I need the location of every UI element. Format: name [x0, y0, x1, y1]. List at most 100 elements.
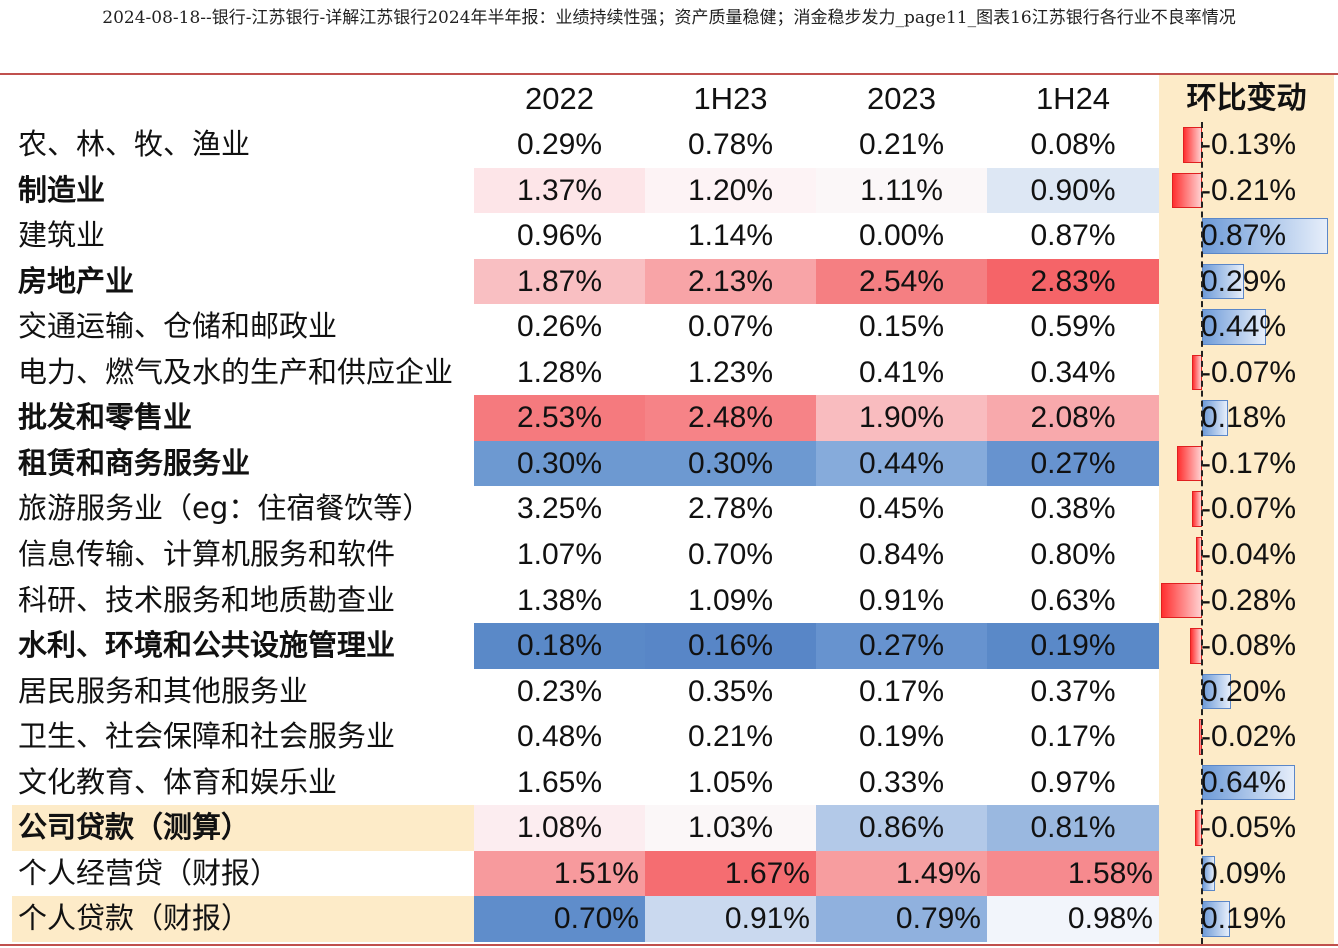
change-value: -0.08% [1201, 629, 1297, 663]
header-1h24: 1H24 [1035, 81, 1111, 116]
npl-value-1h24: 0.19% [987, 623, 1159, 669]
row-label: 个人经营贷（财报） [18, 855, 280, 890]
npl-value-2022: 2.53% [474, 395, 645, 441]
row-highlight [12, 896, 474, 942]
npl-value-2022: 0.23% [516, 674, 603, 708]
row-label: 批发和零售业 [18, 400, 193, 435]
change-bar [1183, 127, 1202, 163]
change-value: 0.64% [1201, 765, 1287, 799]
npl-value-2022: 1.28% [516, 355, 603, 389]
npl-value-1h24: 0.81% [987, 805, 1159, 851]
change-value: -0.13% [1201, 128, 1297, 161]
row-label: 制造业 [18, 172, 106, 207]
npl-value-1h23: 1.23% [687, 355, 774, 389]
row-label: 水利、环境和公共设施管理业 [18, 628, 396, 663]
npl-value-2022: 0.26% [516, 310, 603, 344]
row-label: 交通运输、仓储和邮政业 [18, 309, 338, 344]
npl-value-2023: 1.11% [816, 167, 987, 214]
npl-value-1h24: 0.27% [987, 440, 1159, 487]
npl-value-2022: 1.65% [516, 765, 603, 799]
change-value: -0.17% [1201, 446, 1297, 480]
npl-value-2022: 1.51% [474, 850, 645, 897]
npl-value-2022: 0.29% [516, 128, 603, 161]
npl-value-2023: 0.41% [858, 355, 945, 389]
npl-value-1h24: 0.17% [1030, 720, 1116, 754]
change-value: 0.87% [1201, 219, 1287, 253]
npl-value-2023: 0.33% [858, 765, 945, 799]
header-1h23: 1H23 [693, 81, 768, 116]
change-value: -0.02% [1201, 720, 1297, 754]
npl-value-2023: 1.49% [816, 850, 987, 897]
row-label: 科研、技术服务和地质勘查业 [18, 582, 396, 617]
npl-value-2023: 0.15% [858, 310, 945, 344]
change-value: -0.04% [1201, 537, 1297, 571]
npl-value-1h23: 0.35% [687, 674, 774, 708]
change-bar [1177, 445, 1202, 482]
npl-value-2023: 0.86% [816, 805, 987, 851]
npl-value-2022: 1.07% [516, 537, 603, 571]
npl-value-1h24: 1.58% [987, 850, 1159, 897]
change-bar [1202, 400, 1229, 436]
change-value: 0.09% [1201, 856, 1287, 890]
row-label: 公司贷款（测算） [18, 810, 251, 845]
npl-value-2022: 0.18% [474, 623, 645, 669]
npl-value-2023: 0.27% [816, 623, 987, 669]
header-change: 环比变动 [1186, 81, 1307, 116]
change-bar [1202, 218, 1329, 254]
npl-value-1h24: 0.98% [987, 896, 1159, 942]
row-highlight [12, 805, 474, 851]
change-zero-axis [1201, 122, 1203, 944]
npl-value-1h24: 0.37% [1030, 674, 1116, 708]
npl-value-1h23: 1.20% [645, 167, 816, 214]
change-value: -0.21% [1201, 173, 1297, 207]
header-2023: 2023 [867, 81, 936, 116]
npl-value-1h24: 0.08% [1030, 128, 1116, 161]
npl-value-2023: 0.84% [858, 537, 945, 571]
change-bar [1202, 673, 1231, 710]
npl-value-1h24: 0.63% [1030, 583, 1116, 617]
npl-value-2023: 0.79% [816, 896, 987, 942]
npl-value-1h23: 2.48% [645, 395, 816, 441]
change-value: -0.07% [1201, 355, 1297, 389]
npl-value-2023: 0.44% [816, 440, 987, 487]
npl-value-2023: 0.91% [858, 583, 945, 617]
change-value: 0.29% [1201, 264, 1287, 298]
npl-value-1h24: 0.59% [1030, 310, 1116, 344]
change-bar [1202, 764, 1295, 801]
npl-value-2023: 0.19% [858, 720, 945, 754]
row-label: 信息传输、计算机服务和软件 [18, 536, 396, 571]
npl-value-2022: 0.96% [516, 219, 603, 253]
change-bar [1202, 309, 1266, 345]
change-bar [1161, 582, 1202, 619]
npl-value-2022: 0.48% [516, 720, 603, 754]
npl-value-2022: 1.38% [516, 583, 603, 617]
npl-value-2022: 3.25% [516, 492, 603, 526]
npl-value-2022: 1.37% [474, 167, 645, 214]
npl-value-1h23: 0.21% [687, 720, 774, 754]
npl-value-2023: 0.17% [858, 674, 945, 708]
change-value: -0.28% [1201, 583, 1297, 617]
npl-value-1h23: 0.78% [687, 128, 774, 161]
change-bar [1171, 172, 1202, 209]
npl-value-1h23: 1.67% [645, 850, 816, 897]
npl-value-1h23: 1.03% [645, 805, 816, 851]
npl-value-2023: 2.54% [816, 258, 987, 305]
npl-value-1h23: 0.30% [645, 440, 816, 487]
npl-value-2023: 1.90% [816, 395, 987, 441]
row-label: 房地产业 [18, 263, 135, 298]
header-2022: 2022 [525, 81, 594, 116]
npl-value-1h23: 0.70% [687, 537, 774, 571]
row-label: 建筑业 [18, 218, 106, 253]
row-label: 电力、燃气及水的生产和供应企业 [18, 354, 454, 389]
npl-value-1h23: 1.14% [687, 219, 774, 253]
change-value: 0.19% [1201, 902, 1287, 936]
row-label: 卫生、社会保障和社会服务业 [18, 719, 396, 754]
npl-value-1h24: 0.90% [987, 167, 1159, 214]
npl-value-2023: 0.21% [858, 128, 945, 161]
npl-value-1h23: 1.05% [687, 765, 774, 799]
row-label: 旅游服务业（eg：住宿餐饮等） [18, 491, 432, 526]
npl-value-1h23: 0.91% [645, 896, 816, 942]
npl-value-1h23: 0.16% [645, 623, 816, 669]
npl-value-1h23: 1.09% [687, 583, 774, 617]
npl-value-1h24: 2.08% [987, 395, 1159, 441]
